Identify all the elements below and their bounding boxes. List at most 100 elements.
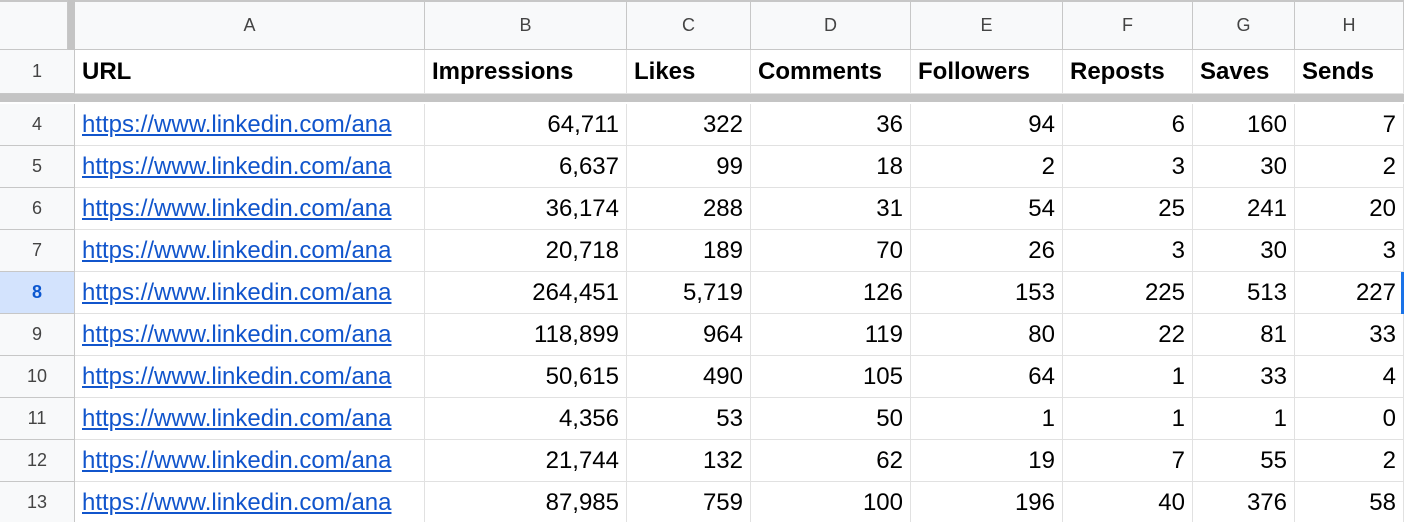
number-cell[interactable]: 30 <box>1193 230 1295 272</box>
number-cell[interactable]: 189 <box>627 230 751 272</box>
number-cell[interactable]: 513 <box>1193 272 1295 314</box>
number-cell[interactable]: 33 <box>1193 356 1295 398</box>
number-cell[interactable]: 30 <box>1193 146 1295 188</box>
number-cell[interactable]: 964 <box>627 314 751 356</box>
number-cell[interactable]: 1 <box>1063 356 1193 398</box>
number-cell[interactable]: 81 <box>1193 314 1295 356</box>
number-cell[interactable]: 53 <box>627 398 751 440</box>
url-cell[interactable]: https://www.linkedin.com/ana <box>75 230 425 272</box>
number-cell[interactable]: 50 <box>751 398 911 440</box>
number-cell[interactable]: 87,985 <box>425 482 627 522</box>
header-cell[interactable]: Reposts <box>1063 50 1193 94</box>
number-cell[interactable]: 31 <box>751 188 911 230</box>
row-number[interactable]: 5 <box>0 146 75 188</box>
url-cell[interactable]: https://www.linkedin.com/ana <box>75 482 425 522</box>
row-number[interactable]: 12 <box>0 440 75 482</box>
number-cell[interactable]: 3 <box>1063 230 1193 272</box>
url-cell[interactable]: https://www.linkedin.com/ana <box>75 314 425 356</box>
column-letter[interactable]: E <box>911 0 1063 50</box>
url-cell[interactable]: https://www.linkedin.com/ana <box>75 146 425 188</box>
number-cell[interactable]: 20 <box>1295 188 1404 230</box>
header-cell[interactable]: Likes <box>627 50 751 94</box>
header-cell[interactable]: Followers <box>911 50 1063 94</box>
number-cell[interactable]: 40 <box>1063 482 1193 522</box>
number-cell[interactable]: 20,718 <box>425 230 627 272</box>
number-cell[interactable]: 6 <box>1063 104 1193 146</box>
column-letter[interactable]: H <box>1295 0 1404 50</box>
number-cell[interactable]: 126 <box>751 272 911 314</box>
number-cell[interactable]: 25 <box>1063 188 1193 230</box>
row-number[interactable]: 6 <box>0 188 75 230</box>
number-cell[interactable]: 21,744 <box>425 440 627 482</box>
number-cell[interactable]: 6,637 <box>425 146 627 188</box>
number-cell[interactable]: 1 <box>1193 398 1295 440</box>
number-cell[interactable]: 759 <box>627 482 751 522</box>
number-cell[interactable]: 1 <box>911 398 1063 440</box>
number-cell[interactable]: 36,174 <box>425 188 627 230</box>
number-cell[interactable]: 3 <box>1063 146 1193 188</box>
number-cell[interactable]: 19 <box>911 440 1063 482</box>
number-cell[interactable]: 58 <box>1295 482 1404 522</box>
number-cell[interactable]: 3 <box>1295 230 1404 272</box>
number-cell[interactable]: 54 <box>911 188 1063 230</box>
number-cell[interactable]: 0 <box>1295 398 1404 440</box>
url-cell[interactable]: https://www.linkedin.com/ana <box>75 398 425 440</box>
number-cell[interactable]: 7 <box>1063 440 1193 482</box>
row-number[interactable]: 4 <box>0 104 75 146</box>
url-cell[interactable]: https://www.linkedin.com/ana <box>75 440 425 482</box>
row-number[interactable]: 10 <box>0 356 75 398</box>
number-cell[interactable]: 7 <box>1295 104 1404 146</box>
number-cell[interactable]: 4 <box>1295 356 1404 398</box>
number-cell[interactable]: 70 <box>751 230 911 272</box>
url-cell[interactable]: https://www.linkedin.com/ana <box>75 104 425 146</box>
number-cell[interactable]: 62 <box>751 440 911 482</box>
number-cell[interactable]: 105 <box>751 356 911 398</box>
url-cell[interactable]: https://www.linkedin.com/ana <box>75 356 425 398</box>
number-cell[interactable]: 22 <box>1063 314 1193 356</box>
number-cell[interactable]: 196 <box>911 482 1063 522</box>
row-number[interactable]: 13 <box>0 482 75 522</box>
header-cell[interactable]: Sends <box>1295 50 1404 94</box>
number-cell[interactable]: 227 <box>1295 272 1404 314</box>
number-cell[interactable]: 288 <box>627 188 751 230</box>
number-cell[interactable]: 490 <box>627 356 751 398</box>
column-letter[interactable]: B <box>425 0 627 50</box>
number-cell[interactable]: 225 <box>1063 272 1193 314</box>
number-cell[interactable]: 153 <box>911 272 1063 314</box>
header-cell[interactable]: URL <box>75 50 425 94</box>
number-cell[interactable]: 5,719 <box>627 272 751 314</box>
number-cell[interactable]: 2 <box>1295 146 1404 188</box>
number-cell[interactable]: 2 <box>911 146 1063 188</box>
header-cell[interactable]: Saves <box>1193 50 1295 94</box>
row-number[interactable]: 1 <box>0 50 75 94</box>
column-letter[interactable]: G <box>1193 0 1295 50</box>
url-cell[interactable]: https://www.linkedin.com/ana <box>75 272 425 314</box>
number-cell[interactable]: 241 <box>1193 188 1295 230</box>
number-cell[interactable]: 80 <box>911 314 1063 356</box>
column-letter[interactable]: C <box>627 0 751 50</box>
row-number[interactable]: 7 <box>0 230 75 272</box>
number-cell[interactable]: 118,899 <box>425 314 627 356</box>
number-cell[interactable]: 99 <box>627 146 751 188</box>
corner[interactable] <box>0 0 68 50</box>
number-cell[interactable]: 18 <box>751 146 911 188</box>
number-cell[interactable]: 100 <box>751 482 911 522</box>
number-cell[interactable]: 160 <box>1193 104 1295 146</box>
column-letter[interactable]: F <box>1063 0 1193 50</box>
header-cell[interactable]: Impressions <box>425 50 627 94</box>
number-cell[interactable]: 376 <box>1193 482 1295 522</box>
header-cell[interactable]: Comments <box>751 50 911 94</box>
number-cell[interactable]: 50,615 <box>425 356 627 398</box>
number-cell[interactable]: 94 <box>911 104 1063 146</box>
number-cell[interactable]: 4,356 <box>425 398 627 440</box>
number-cell[interactable]: 264,451 <box>425 272 627 314</box>
number-cell[interactable]: 36 <box>751 104 911 146</box>
number-cell[interactable]: 132 <box>627 440 751 482</box>
number-cell[interactable]: 119 <box>751 314 911 356</box>
number-cell[interactable]: 1 <box>1063 398 1193 440</box>
number-cell[interactable]: 64,711 <box>425 104 627 146</box>
number-cell[interactable]: 33 <box>1295 314 1404 356</box>
row-number[interactable]: 9 <box>0 314 75 356</box>
number-cell[interactable]: 64 <box>911 356 1063 398</box>
number-cell[interactable]: 26 <box>911 230 1063 272</box>
